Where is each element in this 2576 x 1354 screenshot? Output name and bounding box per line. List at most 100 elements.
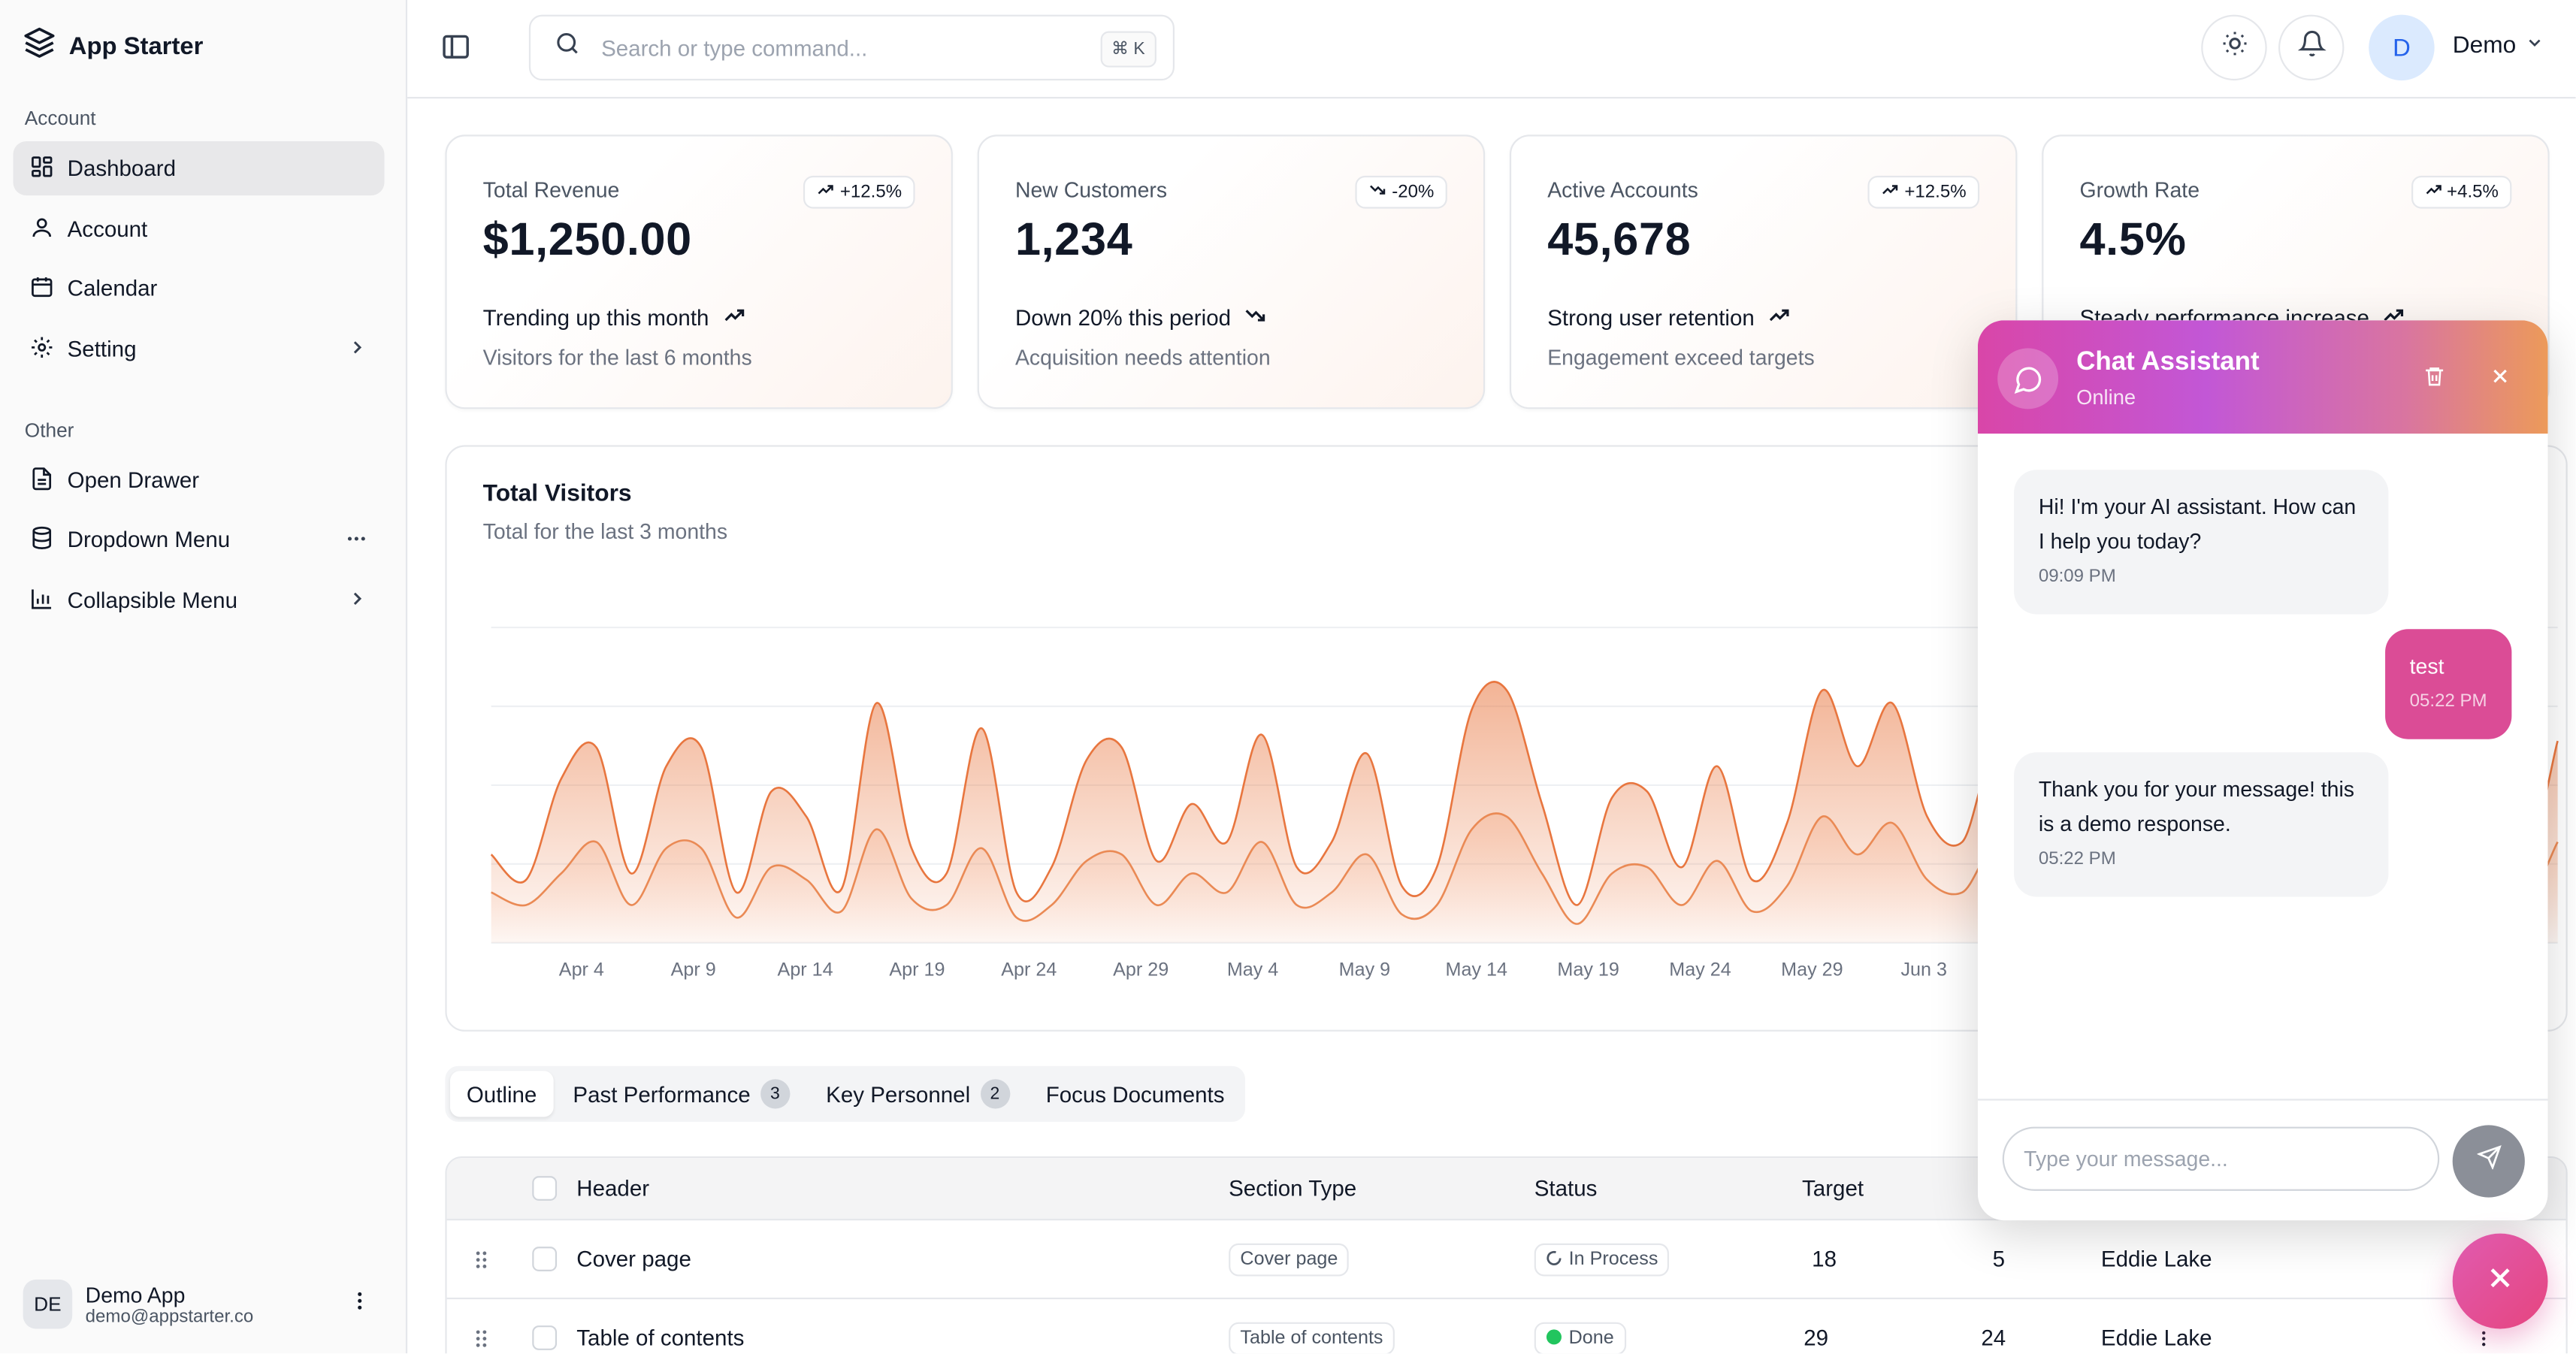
message-text: test — [2409, 654, 2444, 679]
chart-title: Total Visitors — [482, 481, 632, 508]
card-value: $1,250.00 — [482, 213, 692, 264]
sidebar-item-label: Dropdown Menu — [67, 527, 231, 552]
tab-label: Outline — [466, 1081, 537, 1107]
card-value: 4.5% — [2079, 213, 2187, 264]
trending-down-icon — [1369, 180, 1387, 204]
column-header[interactable]: Header — [576, 1176, 650, 1201]
message-time: 05:22 PM — [2038, 849, 2116, 869]
row-checkbox[interactable] — [532, 1247, 558, 1271]
drag-handle-icon[interactable] — [475, 1327, 488, 1353]
row-target[interactable]: 18 — [1812, 1247, 1837, 1271]
card-label: Active Accounts — [1547, 177, 1698, 202]
badge-text: -20% — [1392, 182, 1435, 202]
sidebar-item-collapsible-menu[interactable]: Collapsible Menu — [13, 573, 384, 627]
user-icon — [29, 214, 54, 243]
row-actions-icon[interactable] — [2474, 1327, 2493, 1353]
chat-message-input[interactable]: Type your message... — [2002, 1126, 2440, 1191]
more-horizontal-icon[interactable] — [345, 527, 368, 555]
chat-header: Chat Assistant Online — [1977, 320, 2548, 434]
table-row[interactable]: Cover page Cover page In Process 18 5 Ed… — [446, 1220, 2566, 1300]
tab-outline[interactable]: Outline — [449, 1071, 554, 1117]
table-row[interactable]: Table of contents Table of contents Done… — [447, 1299, 2566, 1354]
layers-icon — [23, 26, 56, 65]
status-badge: Done — [1534, 1322, 1626, 1354]
row-reviewer: Eddie Lake — [2100, 1325, 2212, 1350]
top-header: Search or type command... ⌘ K D Demo — [407, 0, 2576, 99]
badge-text: +12.5% — [839, 182, 903, 202]
close-icon — [2484, 1261, 2517, 1302]
message-time: 05:22 PM — [2409, 691, 2487, 712]
tab-past-performance[interactable]: Past Performance 3 — [557, 1071, 806, 1117]
trending-up-icon — [2423, 180, 2441, 204]
tab-key-personnel[interactable]: Key Personnel 2 — [809, 1071, 1026, 1117]
sidebar-item-label: Setting — [67, 337, 137, 361]
bell-icon — [2296, 29, 2326, 65]
badge-text: Done — [1568, 1328, 1614, 1349]
send-button[interactable] — [2452, 1125, 2525, 1198]
search-input[interactable]: Search or type command... ⌘ K — [528, 14, 1175, 81]
badge-text: Table of contents — [1240, 1328, 1383, 1349]
badge-text: Cover page — [1240, 1250, 1338, 1270]
chat-message-user: test 05:22 PM — [2384, 629, 2512, 739]
section-tabs: Outline Past Performance 3 Key Personnel 2… — [445, 1065, 1246, 1123]
drag-handle-icon[interactable] — [475, 1248, 488, 1277]
row-limit[interactable]: 5 — [1992, 1247, 2006, 1271]
user-menu[interactable]: Demo — [2453, 33, 2544, 59]
sidebar-item-calendar[interactable]: Calendar — [13, 261, 384, 316]
sidebar-item-dashboard[interactable]: Dashboard — [13, 141, 385, 196]
trend-badge: -20% — [1356, 175, 1447, 209]
avatar[interactable]: D — [2369, 14, 2435, 81]
sidebar-item-account[interactable]: Account — [13, 202, 384, 256]
more-vertical-icon[interactable] — [348, 1289, 371, 1321]
card-subtext: Visitors for the last 6 months — [482, 345, 752, 370]
tab-label: Key Personnel — [826, 1081, 971, 1107]
trend-badge: +4.5% — [2410, 175, 2512, 209]
dashboard-icon — [29, 153, 54, 183]
document-icon — [29, 466, 54, 495]
sidebar-item-open-drawer[interactable]: Open Drawer — [13, 453, 384, 507]
card-trend: Down 20% this period — [1015, 304, 1267, 331]
trash-icon[interactable] — [2423, 364, 2446, 396]
trend-text: Strong user retention — [1547, 305, 1755, 331]
tab-count-badge: 2 — [980, 1079, 1010, 1109]
notifications-button[interactable] — [2278, 14, 2345, 81]
message-time: 09:09 PM — [2038, 567, 2116, 587]
trending-up-icon — [1767, 304, 1791, 331]
sidebar-toggle-icon[interactable] — [440, 32, 472, 71]
stat-card-revenue: Total Revenue $1,250.00 +12.5% Trending … — [445, 134, 953, 410]
x-tick-label: May 9 — [1339, 959, 1390, 980]
column-header[interactable]: Section Type — [1229, 1176, 1357, 1201]
tab-count-badge: 3 — [760, 1079, 791, 1109]
sidebar-item-setting[interactable]: Setting — [13, 322, 384, 376]
input-placeholder: Type your message... — [2024, 1146, 2228, 1171]
x-tick-label: Apr 19 — [889, 959, 945, 980]
select-all-checkbox[interactable] — [532, 1176, 558, 1201]
shortcut-badge: ⌘ K — [1099, 31, 1156, 68]
trend-text: Down 20% this period — [1014, 305, 1232, 331]
row-target[interactable]: 29 — [1804, 1325, 1829, 1350]
trending-up-icon — [2382, 304, 2405, 331]
sidebar-user[interactable]: DE Demo App demo@appstarter.co — [23, 1279, 253, 1329]
close-icon[interactable] — [2489, 364, 2512, 396]
x-tick-label: May 29 — [1781, 959, 1843, 980]
row-header: Cover page — [576, 1247, 691, 1271]
chat-toggle-button[interactable] — [2452, 1233, 2548, 1329]
trending-up-icon — [817, 180, 835, 204]
brand[interactable]: App Starter — [23, 26, 204, 65]
status-badge: In Process — [1534, 1243, 1670, 1277]
sidebar-item-label: Calendar — [67, 276, 158, 301]
area-desktop — [491, 682, 2558, 943]
card-trend: Trending up this month — [483, 304, 745, 331]
area-mobile — [491, 813, 2558, 943]
column-header[interactable]: Target — [1802, 1176, 1864, 1201]
row-checkbox[interactable] — [532, 1325, 558, 1350]
column-header[interactable]: Status — [1534, 1176, 1598, 1201]
theme-toggle-button[interactable] — [2201, 14, 2267, 81]
tab-focus-documents[interactable]: Focus Documents — [1029, 1071, 1241, 1117]
sidebar-item-label: Dashboard — [67, 156, 177, 181]
trending-down-icon — [1244, 304, 1268, 331]
sidebar-item-dropdown-menu[interactable]: Dropdown Menu — [13, 512, 384, 567]
database-icon — [29, 524, 54, 554]
card-subtext: Acquisition needs attention — [1014, 345, 1271, 370]
row-limit[interactable]: 24 — [1981, 1325, 2006, 1350]
